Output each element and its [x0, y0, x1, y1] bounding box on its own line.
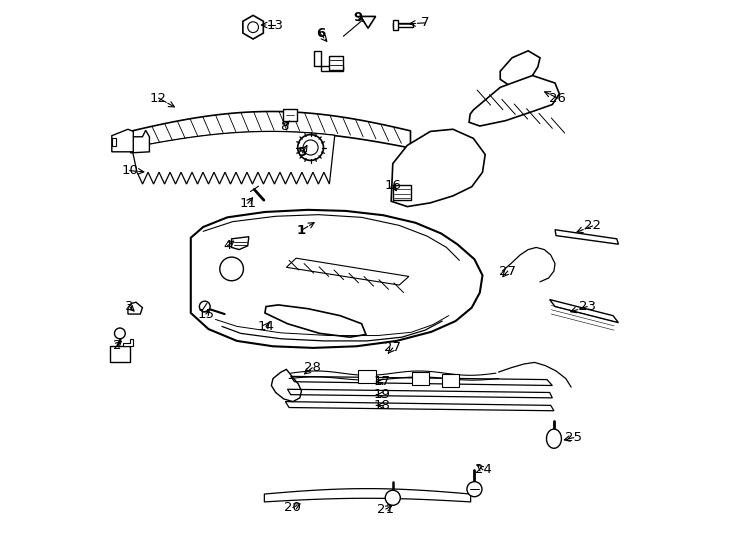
Polygon shape	[469, 76, 559, 126]
Circle shape	[385, 490, 400, 505]
Text: 27: 27	[385, 341, 401, 354]
Text: 23: 23	[579, 300, 596, 313]
Polygon shape	[550, 300, 619, 322]
Text: 26: 26	[549, 92, 566, 105]
Text: 12: 12	[150, 92, 167, 105]
Text: 25: 25	[565, 431, 582, 444]
Polygon shape	[393, 19, 398, 30]
Polygon shape	[286, 258, 409, 285]
Polygon shape	[131, 131, 335, 184]
Text: 10: 10	[121, 164, 138, 177]
Polygon shape	[358, 370, 376, 383]
Polygon shape	[391, 129, 485, 207]
Text: 18: 18	[374, 399, 390, 412]
Text: 20: 20	[285, 501, 301, 514]
Polygon shape	[555, 230, 619, 244]
Polygon shape	[286, 402, 554, 411]
Text: 4: 4	[223, 239, 231, 252]
Polygon shape	[123, 339, 134, 346]
Text: 8: 8	[280, 119, 289, 132]
Polygon shape	[442, 374, 459, 387]
Polygon shape	[131, 130, 150, 153]
Polygon shape	[265, 305, 366, 337]
Polygon shape	[330, 56, 344, 70]
Polygon shape	[243, 15, 264, 39]
Text: 14: 14	[258, 320, 275, 333]
Polygon shape	[393, 23, 413, 27]
Text: 3: 3	[126, 300, 134, 313]
Polygon shape	[547, 429, 562, 448]
Polygon shape	[288, 389, 553, 398]
Text: 11: 11	[239, 197, 256, 210]
Text: 22: 22	[584, 219, 601, 232]
Text: 15: 15	[197, 308, 214, 321]
Polygon shape	[112, 129, 134, 152]
Polygon shape	[314, 51, 344, 71]
Polygon shape	[412, 372, 429, 385]
Polygon shape	[128, 302, 142, 314]
Text: 24: 24	[475, 463, 492, 476]
Polygon shape	[393, 185, 411, 200]
Circle shape	[115, 328, 126, 339]
Polygon shape	[191, 210, 482, 348]
Text: 1: 1	[297, 224, 306, 237]
Text: 28: 28	[304, 361, 321, 374]
Polygon shape	[501, 51, 540, 87]
Polygon shape	[110, 346, 129, 362]
Text: 17: 17	[374, 375, 390, 388]
Text: 27: 27	[499, 265, 516, 278]
Polygon shape	[232, 237, 249, 249]
FancyBboxPatch shape	[283, 110, 297, 121]
Text: 21: 21	[377, 503, 394, 516]
Circle shape	[200, 301, 210, 312]
Text: 19: 19	[374, 388, 390, 401]
Text: 6: 6	[316, 27, 325, 40]
Circle shape	[467, 482, 482, 497]
Text: 13: 13	[266, 18, 283, 31]
Polygon shape	[291, 376, 553, 386]
Text: 2: 2	[113, 339, 121, 352]
Text: 7: 7	[421, 16, 429, 29]
Polygon shape	[112, 138, 115, 146]
Text: 5: 5	[298, 146, 307, 159]
Text: 9: 9	[354, 11, 363, 24]
Text: 16: 16	[385, 179, 401, 192]
